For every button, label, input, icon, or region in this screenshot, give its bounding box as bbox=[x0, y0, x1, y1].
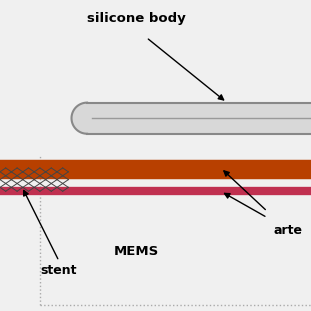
Text: silicone body: silicone body bbox=[87, 12, 186, 25]
Text: arte: arte bbox=[274, 224, 303, 237]
Text: MEMS: MEMS bbox=[114, 245, 160, 258]
Bar bbox=[87, 103, 311, 134]
Text: stent: stent bbox=[41, 264, 77, 277]
Wedge shape bbox=[72, 103, 87, 134]
